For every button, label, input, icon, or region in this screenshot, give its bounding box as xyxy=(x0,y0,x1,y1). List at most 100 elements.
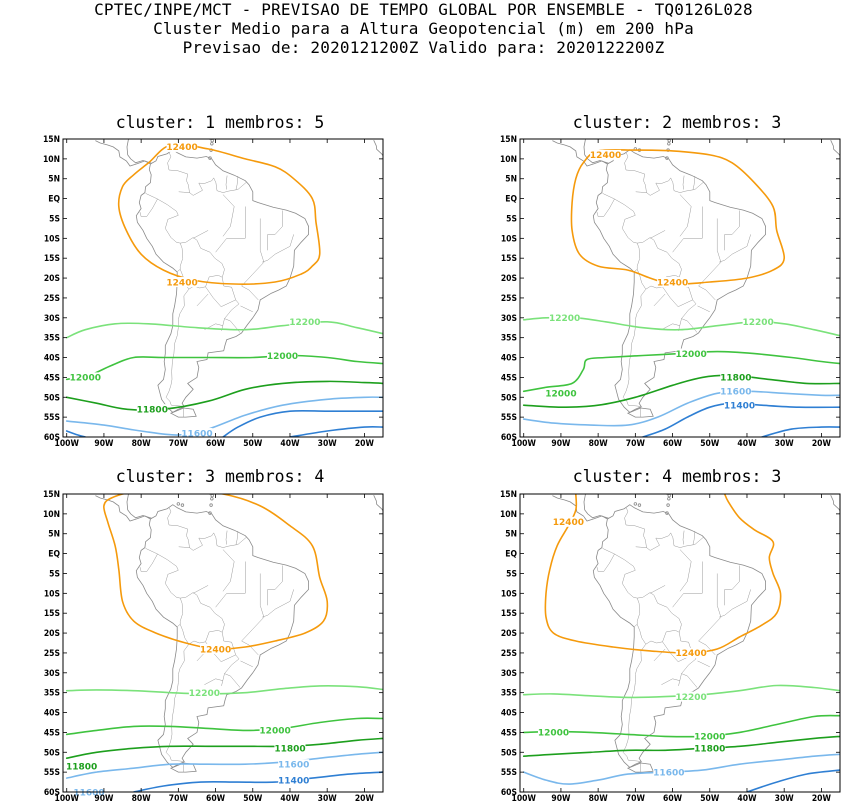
lat-tick-label: 5N xyxy=(505,175,517,185)
lat-tick-label: 60S xyxy=(44,788,60,798)
caribbean-island xyxy=(646,481,652,483)
contour-label: 11400 xyxy=(724,402,755,412)
country-border xyxy=(679,194,692,237)
country-border xyxy=(235,175,239,190)
contour-label: 11800 xyxy=(66,762,97,772)
lon-tick-label: 50W xyxy=(700,439,720,449)
central-america-coastline xyxy=(583,494,609,519)
contour-12200 xyxy=(65,320,383,339)
contour-label: 12400 xyxy=(657,278,688,288)
contour-11400 xyxy=(65,430,87,437)
lon-tick-label: 70W xyxy=(626,794,646,803)
lon-tick-label: 90W xyxy=(94,794,114,803)
lon-tick-label: 80W xyxy=(589,439,609,449)
lon-tick-label: 60W xyxy=(206,794,226,803)
country-border xyxy=(224,299,241,333)
contour-label: 12400 xyxy=(200,645,231,655)
lat-tick-label: 5N xyxy=(48,175,60,185)
contour-label: 12000 xyxy=(545,390,576,400)
country-border xyxy=(193,230,209,239)
lat-tick-label: 40S xyxy=(501,354,517,364)
contour-label-bg xyxy=(66,761,98,772)
contour-label-bg xyxy=(545,388,577,399)
country-border xyxy=(157,553,184,627)
contour-label: 12000 xyxy=(676,350,707,360)
lon-tick-label: 20W xyxy=(355,439,375,449)
lat-tick-label: 40S xyxy=(501,709,517,719)
country-border xyxy=(240,660,253,668)
south-america-coastline xyxy=(135,149,309,413)
country-border xyxy=(682,530,685,545)
country-border xyxy=(692,530,696,545)
country-border xyxy=(596,193,615,217)
contour-11400 xyxy=(222,409,383,437)
contour-12000 xyxy=(65,354,383,381)
central-america-coastline xyxy=(552,495,608,522)
panel-1-title: cluster: 1 membros: 5 xyxy=(115,113,325,132)
contour-label: 12200 xyxy=(289,318,320,328)
contour-label: 11800 xyxy=(137,405,168,415)
lat-tick-label: 15S xyxy=(501,254,517,264)
lat-tick-label: 20S xyxy=(44,274,60,284)
contour-label: 11600 xyxy=(73,788,104,798)
contour-label-bg xyxy=(552,516,584,527)
country-border xyxy=(719,589,751,618)
lon-tick-label: 50W xyxy=(243,439,263,449)
lat-tick-label: 30S xyxy=(501,669,517,679)
africa-coastline xyxy=(373,495,383,512)
lat-tick-label: 45S xyxy=(44,373,60,383)
tierra-del-fuego-coastline xyxy=(626,407,654,418)
central-america-coastline xyxy=(95,140,151,167)
contour-label: 12200 xyxy=(549,314,580,324)
country-border xyxy=(661,323,681,330)
contour-label-bg xyxy=(549,312,581,323)
contour-11400 xyxy=(132,771,383,792)
lat-tick-label: 15S xyxy=(501,609,517,619)
islet xyxy=(209,503,213,507)
lat-tick-label: 25S xyxy=(44,294,60,304)
contour-label-bg xyxy=(188,687,220,698)
geography xyxy=(95,126,383,418)
lat-tick-label: 10N xyxy=(43,510,60,520)
lat-tick-label: 50S xyxy=(501,748,517,758)
contour-11400 xyxy=(642,402,840,437)
caribbean-island xyxy=(605,481,614,483)
contour-11400 xyxy=(761,426,840,437)
islet xyxy=(666,503,670,507)
country-border xyxy=(262,589,294,618)
south-america-coastline xyxy=(135,504,309,768)
country-border xyxy=(240,305,253,313)
lat-tick-label: 25S xyxy=(44,649,60,659)
contour-label-bg xyxy=(694,731,726,742)
caribbean-island xyxy=(148,481,157,483)
contour-12400 xyxy=(570,148,786,285)
lat-tick-label: 15N xyxy=(500,490,517,500)
country-border xyxy=(672,561,703,608)
islet xyxy=(665,133,668,136)
country-border xyxy=(204,678,224,685)
contour-label-bg xyxy=(278,775,310,786)
contour-label: 11400 xyxy=(278,776,309,786)
contour-label-bg xyxy=(724,400,756,411)
islet xyxy=(633,502,638,506)
caribbean-island xyxy=(605,126,614,128)
country-border xyxy=(225,175,228,190)
contour-11400 xyxy=(289,425,383,437)
caribbean-island xyxy=(646,126,652,128)
contour-label: 12000 xyxy=(259,727,290,737)
caribbean-island xyxy=(148,126,157,128)
contour-11400 xyxy=(746,769,840,792)
lat-tick-label: 15S xyxy=(44,254,60,264)
country-border xyxy=(241,273,259,301)
central-america-coastline xyxy=(126,494,152,519)
panel-4-title: cluster: 4 membros: 3 xyxy=(572,467,782,486)
country-border xyxy=(624,152,647,193)
map-frame xyxy=(62,493,384,793)
contour-label: 12000 xyxy=(70,374,101,384)
lat-tick-label: 50S xyxy=(44,748,60,758)
central-america-coastline xyxy=(552,140,608,167)
caribbean-island xyxy=(189,126,195,128)
country-border xyxy=(221,673,225,686)
country-border xyxy=(235,530,239,545)
lat-tick-label: EQ xyxy=(505,195,517,205)
